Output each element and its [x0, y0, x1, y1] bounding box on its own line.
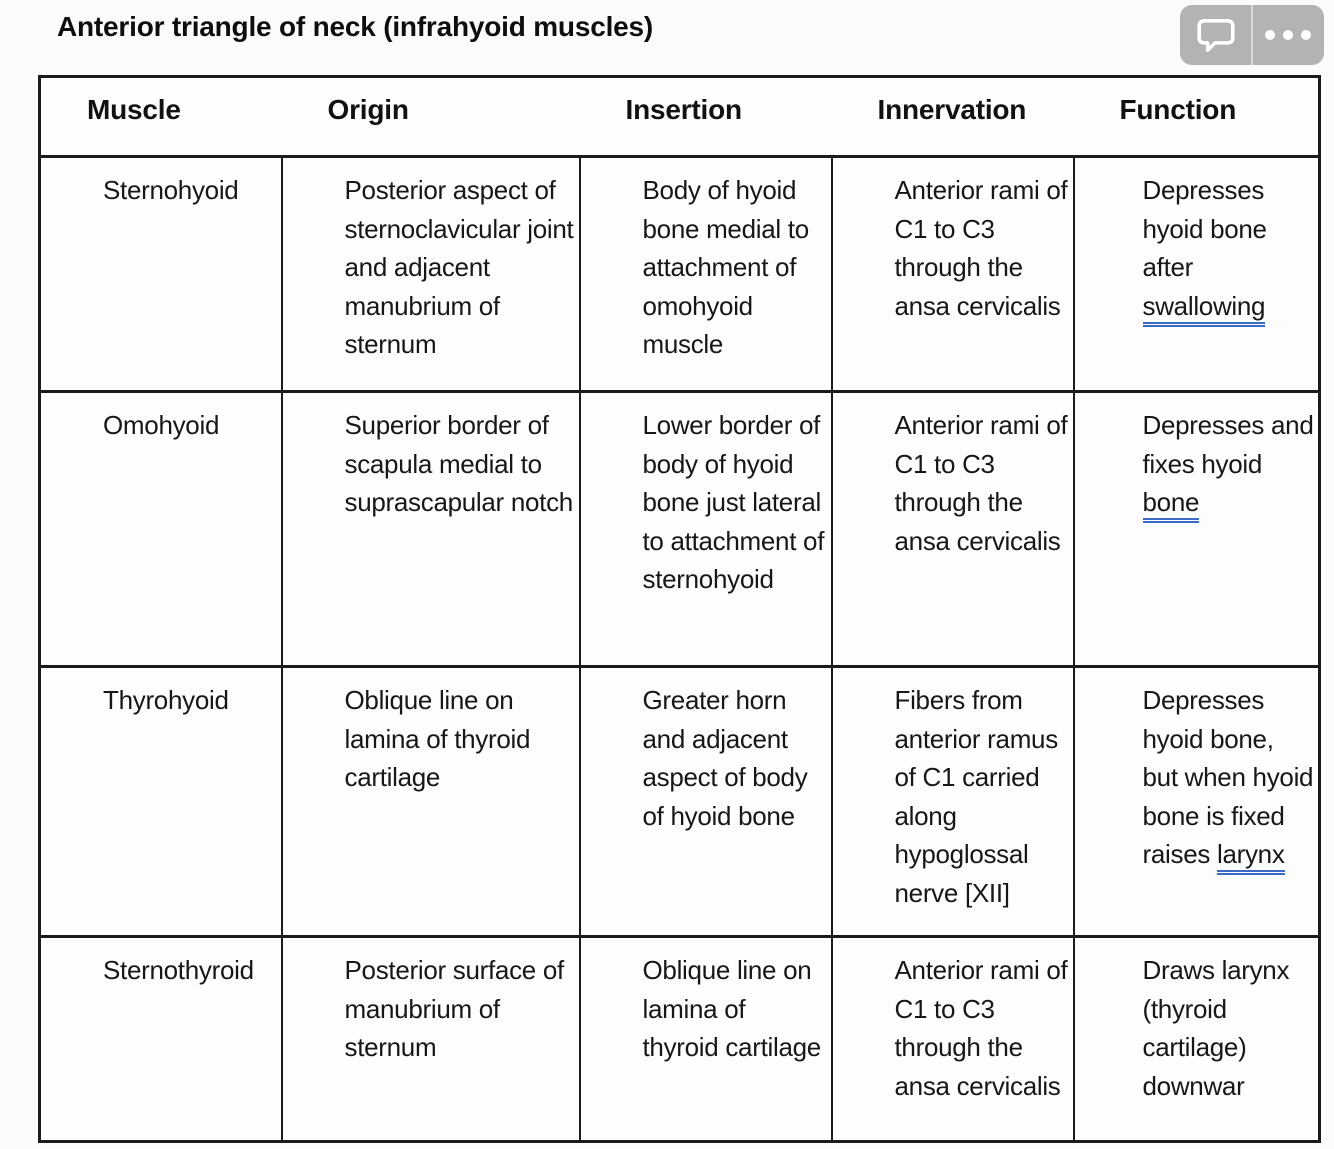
table-row: Thyrohyoid Oblique line on lamina of thy… — [38, 665, 1321, 938]
function-link[interactable]: bone — [1142, 487, 1199, 523]
cell-insertion: Body of hyoid bone medial to attachment … — [578, 155, 833, 393]
cell-innervation: Anterior rami of C1 to C3 through the an… — [830, 390, 1075, 668]
column-header-function: Function — [1073, 76, 1320, 158]
cell-insertion: Lower border of body of hyoid bone just … — [578, 390, 833, 668]
cell-origin: Oblique line on lamina of thyroid cartil… — [280, 665, 581, 938]
cell-insertion: Greater horn and adjacent aspect of body… — [578, 665, 833, 938]
cell-function: Depresses and fixes hyoid bone — [1072, 390, 1321, 668]
toolbar-divider — [1251, 5, 1253, 65]
cell-origin: Posterior aspect of sternoclavicular joi… — [280, 155, 581, 393]
cell-origin: Posterior surface of manubrium of sternu… — [280, 935, 581, 1143]
cell-muscle: Omohyoid — [38, 390, 283, 668]
page-title: Anterior triangle of neck (infrahyoid mu… — [57, 11, 654, 42]
cell-function: Depresses hyoid bone, but when hyoid bon… — [1072, 665, 1321, 938]
cell-innervation: Anterior rami of C1 to C3 through the an… — [830, 155, 1075, 393]
function-text: Depresses hyoid bone, but when hyoid bon… — [1142, 685, 1314, 869]
column-header-origin: Origin — [281, 76, 580, 158]
cell-function: Depresses hyoid bone after swallowing — [1072, 155, 1321, 393]
function-link[interactable]: larynx — [1216, 839, 1285, 875]
muscle-table: Muscle Origin Insertion Innervation Func… — [38, 75, 1321, 1143]
table-row: Omohyoid Superior border of scapula medi… — [38, 390, 1321, 668]
cell-origin: Superior border of scapula medial to sup… — [280, 390, 581, 668]
cell-innervation: Fibers from anterior ramus of C1 carried… — [830, 665, 1075, 938]
cell-muscle: Sternothyroid — [38, 935, 283, 1143]
table-header-row: Muscle Origin Insertion Innervation Func… — [39, 76, 1320, 158]
table-row: Sternohyoid Posterior aspect of sternocl… — [38, 155, 1321, 393]
cell-function: Draws larynx (thyroid cartilage) downwar — [1072, 935, 1321, 1143]
ellipsis-icon — [1264, 29, 1312, 41]
cell-innervation: Anterior rami of C1 to C3 through the an… — [830, 935, 1075, 1143]
comment-button[interactable] — [1180, 5, 1251, 65]
function-link[interactable]: swallowing — [1142, 290, 1266, 327]
table-row: Sternothyroid Posterior surface of manub… — [38, 935, 1321, 1143]
column-header-muscle: Muscle — [39, 76, 282, 158]
cell-muscle: Sternohyoid — [38, 155, 283, 393]
floating-toolbar — [1180, 5, 1324, 65]
column-header-innervation: Innervation — [831, 76, 1074, 158]
column-header-insertion: Insertion — [579, 76, 832, 158]
function-text: Draws larynx (thyroid cartilage) downwar — [1142, 955, 1290, 1101]
comment-icon — [1195, 16, 1237, 54]
cell-insertion: Oblique line on lamina of thyroid cartil… — [578, 935, 833, 1143]
function-text: Depresses and fixes hyoid — [1142, 410, 1314, 479]
more-options-button[interactable] — [1253, 5, 1324, 65]
function-text: Depresses hyoid bone after — [1142, 175, 1268, 282]
cell-muscle: Thyrohyoid — [38, 665, 283, 938]
